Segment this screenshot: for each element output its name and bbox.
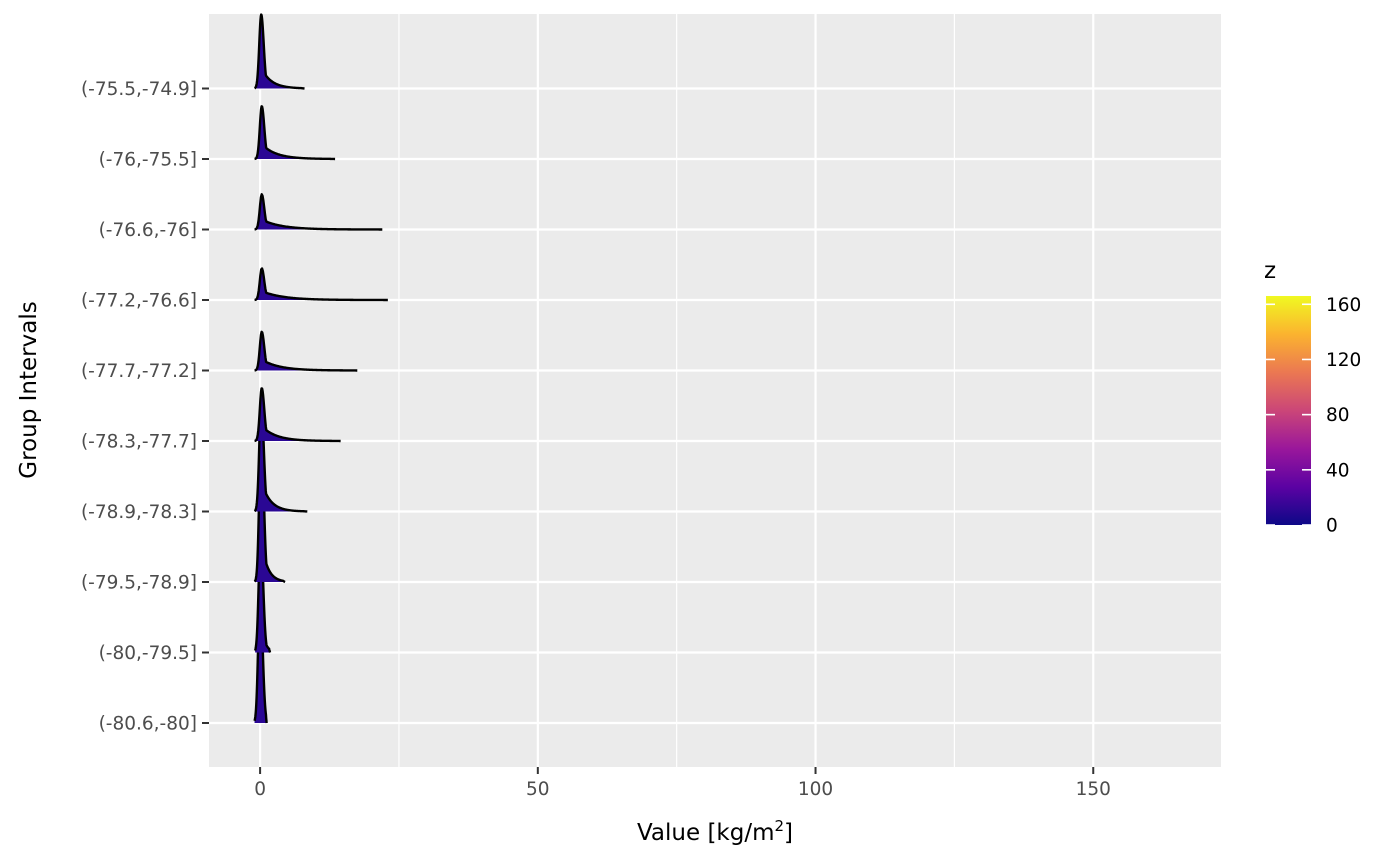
y-tick-label: (-76.6,-76] (99, 220, 197, 241)
y-tick-label: (-77.2,-76.6] (81, 291, 197, 312)
ridge-outline (253, 387, 342, 443)
y-tick-label: (-77.7,-77.2] (81, 361, 197, 382)
y-tick-label: (-78.3,-77.7] (81, 432, 197, 453)
x-tick-label: 0 (254, 779, 266, 800)
legend-colorbar (1266, 296, 1311, 525)
y-axis: (-80.6,-80] (-80,-79.5] (-79.5,-78.9] (-78.… (81, 79, 209, 735)
x-tick-label: 50 (526, 779, 550, 800)
ridge-outline (254, 193, 383, 231)
ridge-fill (254, 268, 388, 300)
legend-tick-label: 120 (1326, 350, 1361, 371)
x-axis-title: Value [kg/m2] (637, 817, 793, 846)
ridge-fill (254, 331, 358, 371)
ridge-fill (254, 402, 308, 512)
y-tick-label: (-76,-75.5] (99, 150, 197, 171)
y-tick-label: (-78.9,-78.3] (81, 502, 197, 523)
x-tick-label: 100 (798, 779, 833, 800)
ridge-outline (253, 105, 336, 161)
y-tick-label: (-75.5,-74.9] (81, 79, 197, 100)
ridge-fill (254, 388, 341, 441)
legend-tick-label: 40 (1326, 460, 1350, 481)
legend-tick-label: 80 (1326, 405, 1350, 426)
x-tick-label: 150 (1076, 779, 1111, 800)
ridges (253, 13, 389, 724)
y-tick-label: (-80,-79.5] (99, 643, 197, 664)
ridge-outline (253, 13, 306, 90)
legend-title: z (1264, 258, 1276, 284)
ridge-fill (254, 194, 383, 230)
ridge-outline (253, 330, 358, 372)
legend-tick-label: 160 (1326, 295, 1361, 316)
legend-tick-label: 0 (1326, 516, 1338, 537)
y-tick-label: (-79.5,-78.9] (81, 573, 197, 594)
ridge-fill (254, 14, 305, 89)
color-legend: z 0 40 80 120 160 (1264, 258, 1361, 537)
y-axis-title: Group Intervals (16, 301, 42, 478)
ridge-outline (254, 267, 389, 302)
grid-lines (209, 14, 1221, 767)
x-axis: 0 50 100 150 (254, 767, 1111, 800)
plot-panel (209, 14, 1221, 767)
y-tick-label: (-80.6,-80] (99, 714, 197, 735)
